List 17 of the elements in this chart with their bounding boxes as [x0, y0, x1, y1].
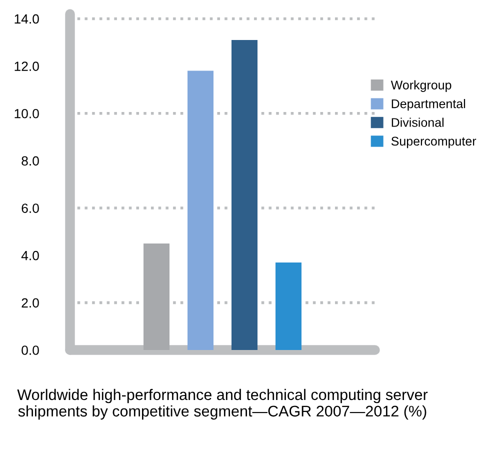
y-tick-label: 10.0 — [14, 108, 39, 118]
legend-label: Departmental — [392, 99, 466, 111]
y-tick-label: 8.0 — [22, 156, 39, 166]
legend-label: Divisional — [392, 118, 444, 127]
legend-label: Workgroup — [390, 80, 452, 92]
y-tick-label: 14.0 — [14, 14, 39, 24]
bar — [144, 244, 170, 350]
y-tick-label: 12.0 — [14, 62, 39, 71]
y-tick-label: 4.0 — [21, 250, 39, 260]
y-tick-label: 0.0 — [22, 346, 39, 355]
x-axis-title: Worldwide high-performance and technical computing server shipments by competitive segment—CAGR 2007—2012 (%) — [17, 388, 428, 420]
y-tick-label: 2.0 — [22, 298, 39, 308]
bar — [232, 40, 258, 350]
y-tick-label: 6.0 — [22, 204, 39, 213]
bar — [276, 262, 302, 350]
bar — [188, 70, 214, 350]
legend-label: Supercomputer — [391, 136, 476, 148]
